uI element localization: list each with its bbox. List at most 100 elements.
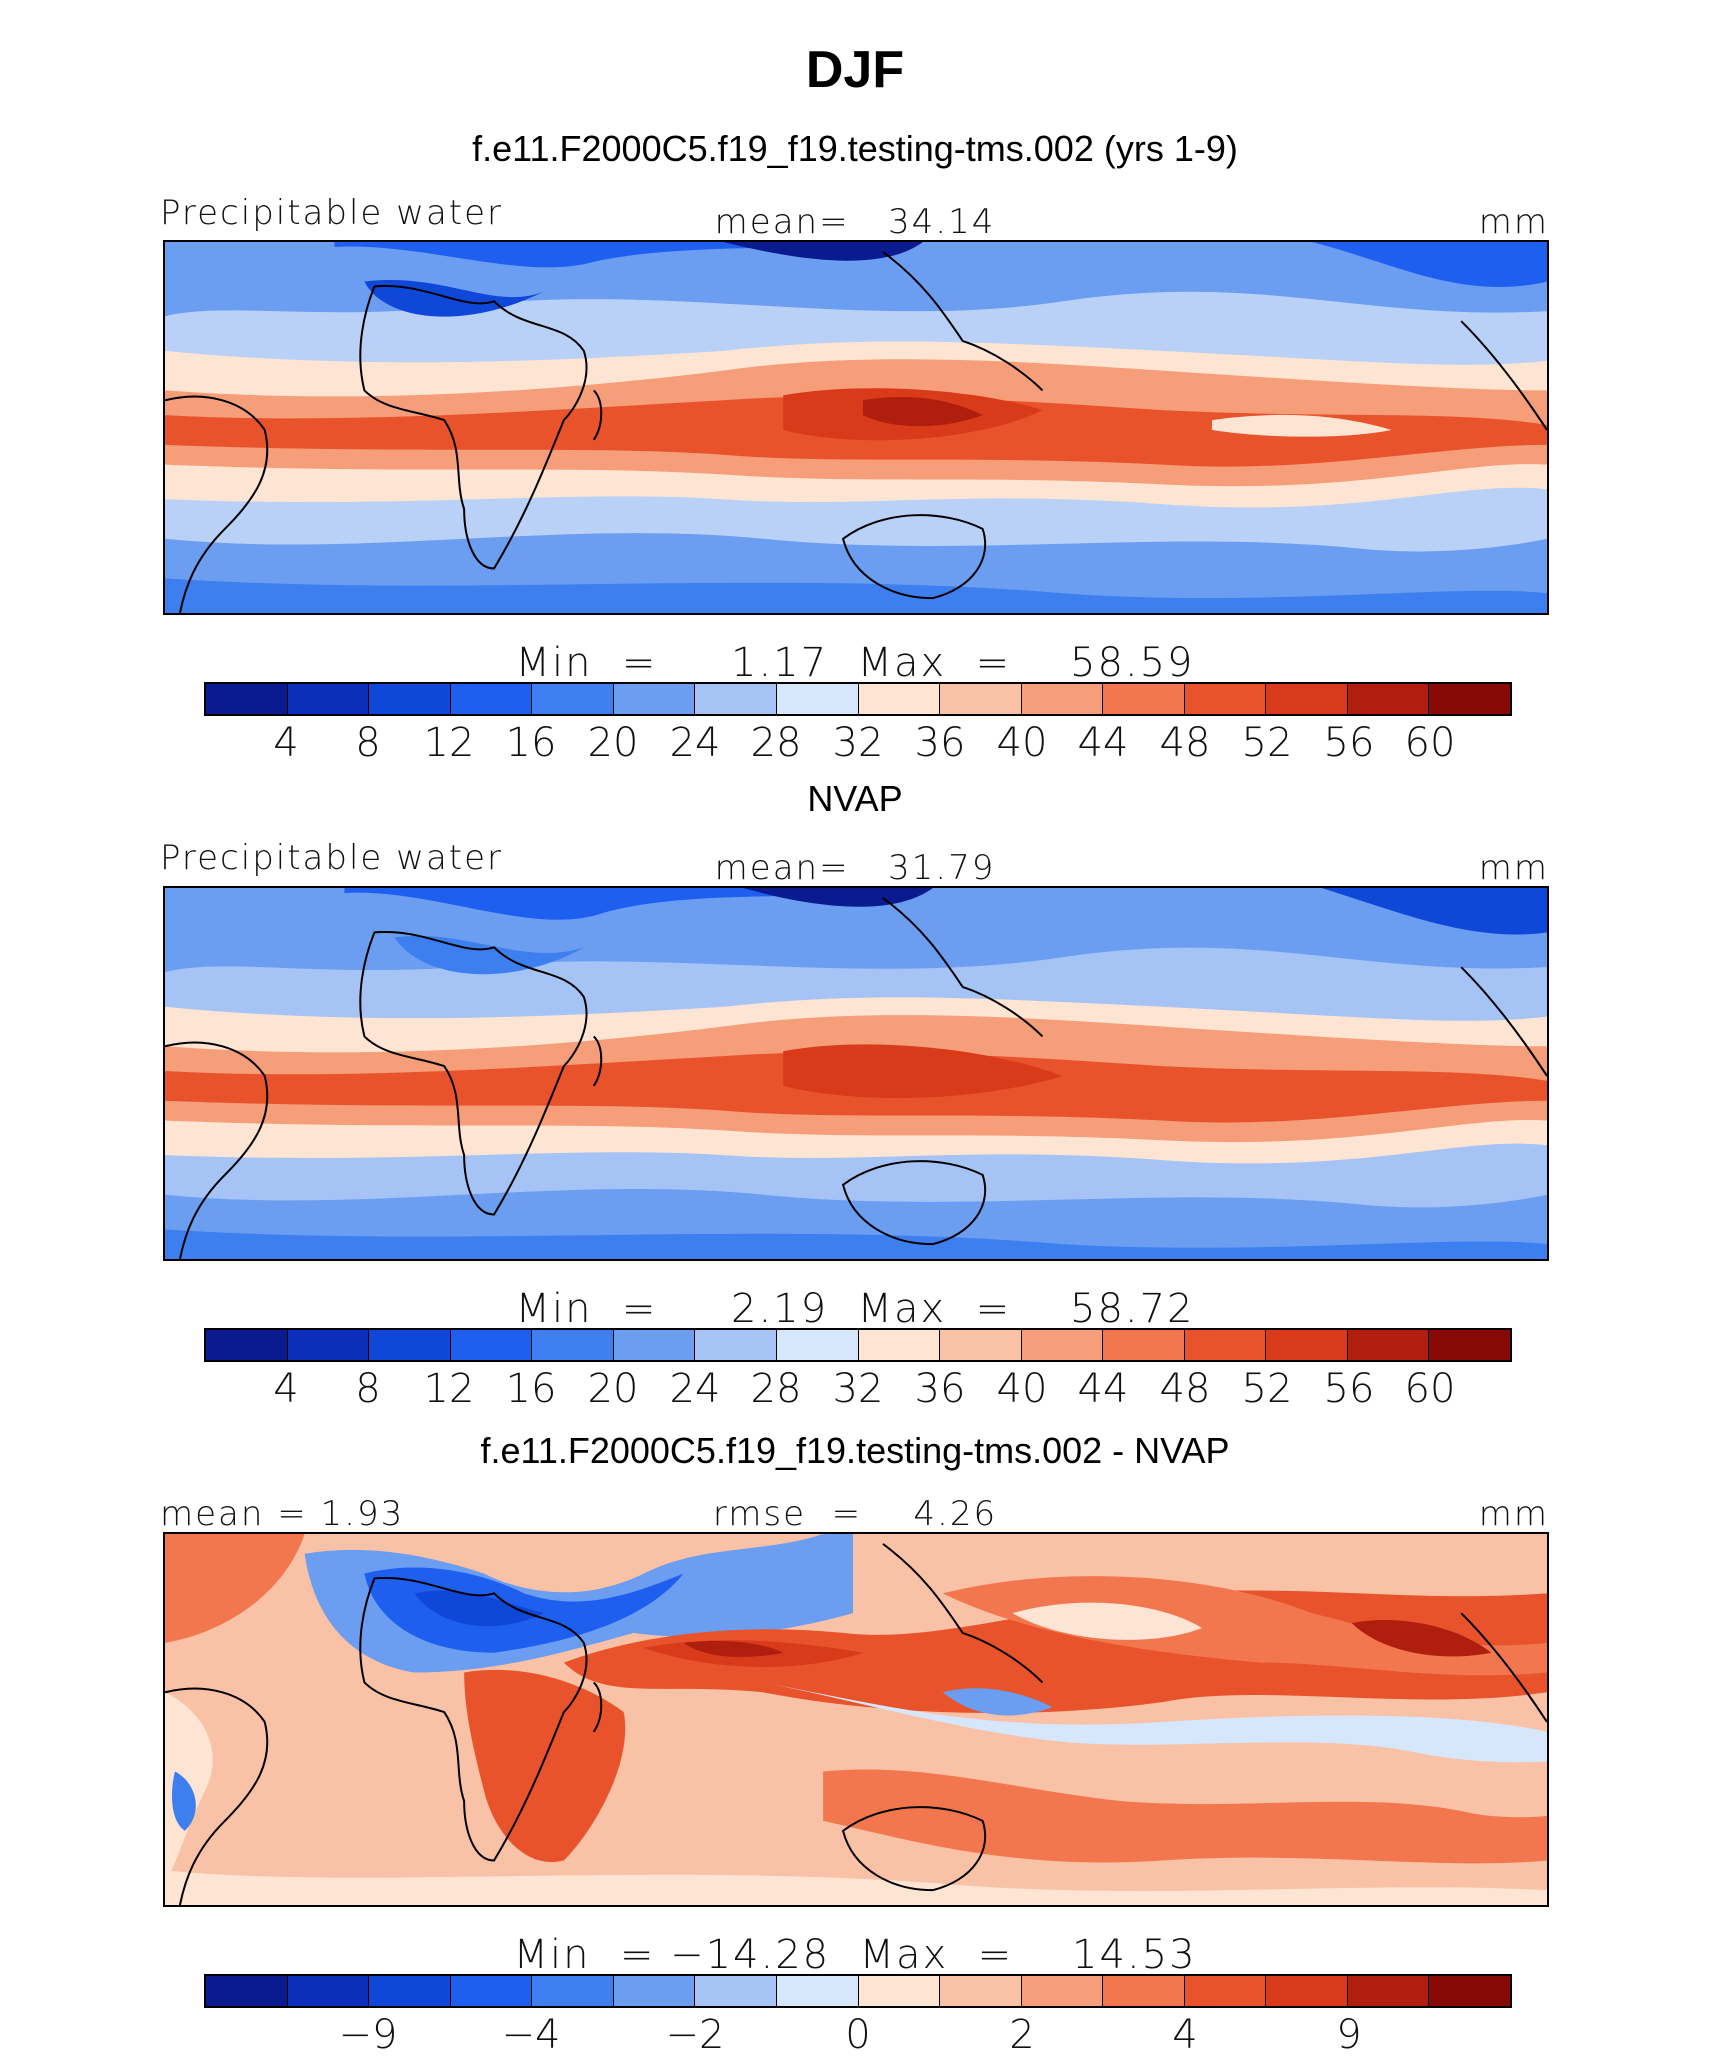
panel-1-variable-label: Precipitable water [160,193,504,233]
colorbar-tick: 36 [914,720,966,766]
panel-3-map [163,1532,1549,1907]
colorbar-swatch [1103,1330,1185,1360]
colorbar-swatch [1021,1330,1104,1360]
colorbar-tick: 60 [1404,1366,1456,1412]
colorbar-tick: 40 [996,720,1048,766]
colorbar-swatch [940,1976,1022,2006]
panel-3-colorbar [204,1974,1512,2008]
figure-title: DJF [805,41,905,99]
colorbar-tick: 56 [1323,720,1375,766]
colorbar-tick: 2 [1009,2012,1035,2058]
colorbar-swatch [287,684,370,714]
panel-2-units-label: mm [1478,848,1549,888]
panel-2-title: NVAP [807,778,903,819]
panel-1-map-canvas [165,242,1547,613]
colorbar-tick: 52 [1241,1366,1293,1412]
colorbar-tick: 24 [669,720,721,766]
colorbar-swatch [532,1330,614,1360]
colorbar-tick: 16 [505,720,557,766]
panel-3-mean-label: mean = 1.93 [160,1494,405,1534]
colorbar-tick: 32 [832,720,884,766]
colorbar-tick: 48 [1159,1366,1211,1412]
panel-2-colorbar [204,1328,1512,1362]
colorbar-swatch [776,1976,859,2006]
colorbar-swatch [287,1976,370,2006]
colorbar-swatch [1347,1330,1430,1360]
colorbar-swatch [613,1976,696,2006]
colorbar-tick: 28 [750,720,802,766]
panel-1-minmax-label: Min = 1.17 Max = 58.59 [515,640,1195,686]
panel-1-title: f.e11.F2000C5.f19_f19.testing-tms.002 (y… [472,128,1238,169]
colorbar-swatch [1429,684,1510,714]
colorbar-swatch [613,684,696,714]
colorbar-tick: 16 [505,1366,557,1412]
colorbar-tick: 44 [1077,1366,1129,1412]
colorbar-swatch [1347,1976,1430,2006]
colorbar-swatch [206,1976,288,2006]
colorbar-tick: 8 [355,720,381,766]
colorbar-swatch [1103,684,1185,714]
colorbar-tick: −2 [665,2012,725,2058]
colorbar-swatch [858,1330,941,1360]
panel-1-units-label: mm [1478,202,1549,242]
colorbar-tick: 9 [1336,2012,1362,2058]
colorbar-swatch [1266,684,1348,714]
panel-2-map [163,886,1549,1261]
colorbar-swatch [1429,1330,1510,1360]
panel-2-map-canvas [165,888,1547,1259]
colorbar-tick: 44 [1077,720,1129,766]
colorbar-swatch [1184,1976,1267,2006]
colorbar-swatch [1347,684,1430,714]
colorbar-swatch [1266,1976,1348,2006]
colorbar-tick: 20 [587,1366,639,1412]
panel-3-minmax-label: Min = −14.28 Max = 14.53 [513,1932,1197,1978]
colorbar-swatch [532,1976,614,2006]
colorbar-swatch [776,1330,859,1360]
panel-3-map-canvas [165,1534,1547,1905]
colorbar-tick: 40 [996,1366,1048,1412]
colorbar-tick: 36 [914,1366,966,1412]
colorbar-tick: 12 [423,1366,475,1412]
colorbar-tick: −4 [501,2012,561,2058]
colorbar-swatch [369,1976,451,2006]
colorbar-tick: 48 [1159,720,1211,766]
colorbar-tick: 60 [1404,720,1456,766]
colorbar-swatch [450,1976,533,2006]
colorbar-swatch [1184,684,1267,714]
colorbar-swatch [450,684,533,714]
colorbar-swatch [287,1330,370,1360]
colorbar-tick: 4 [273,720,299,766]
colorbar-swatch [695,1330,777,1360]
panel-2-minmax-label: Min = 2.19 Max = 58.72 [515,1286,1195,1332]
panel-3-title: f.e11.F2000C5.f19_f19.testing-tms.002 - … [480,1430,1230,1471]
panel-2-variable-label: Precipitable water [160,838,504,878]
colorbar-tick: 24 [669,1366,721,1412]
colorbar-swatch [532,684,614,714]
colorbar-swatch [695,1976,777,2006]
colorbar-swatch [1184,1330,1267,1360]
panel-1-colorbar [204,682,1512,716]
colorbar-swatch [1021,1976,1104,2006]
colorbar-swatch [940,1330,1022,1360]
colorbar-swatch [1429,1976,1510,2006]
colorbar-tick: 4 [273,1366,299,1412]
colorbar-tick: 56 [1323,1366,1375,1412]
colorbar-swatch [206,1330,288,1360]
colorbar-tick: 4 [1172,2012,1198,2058]
colorbar-swatch [613,1330,696,1360]
colorbar-swatch [206,684,288,714]
colorbar-tick: 28 [750,1366,802,1412]
colorbar-tick: 20 [587,720,639,766]
colorbar-tick: 52 [1241,720,1293,766]
colorbar-tick: 0 [845,2012,871,2058]
colorbar-swatch [450,1330,533,1360]
colorbar-tick: 8 [355,1366,381,1412]
colorbar-swatch [369,1330,451,1360]
colorbar-tick: −9 [338,2012,398,2058]
panel-3-rmse-label: rmse = 4.26 [712,1494,998,1534]
colorbar-swatch [1021,684,1104,714]
colorbar-swatch [1266,1330,1348,1360]
colorbar-swatch [858,1976,941,2006]
panel-2-mean-label: mean= 31.79 [714,848,996,888]
colorbar-swatch [1103,1976,1185,2006]
